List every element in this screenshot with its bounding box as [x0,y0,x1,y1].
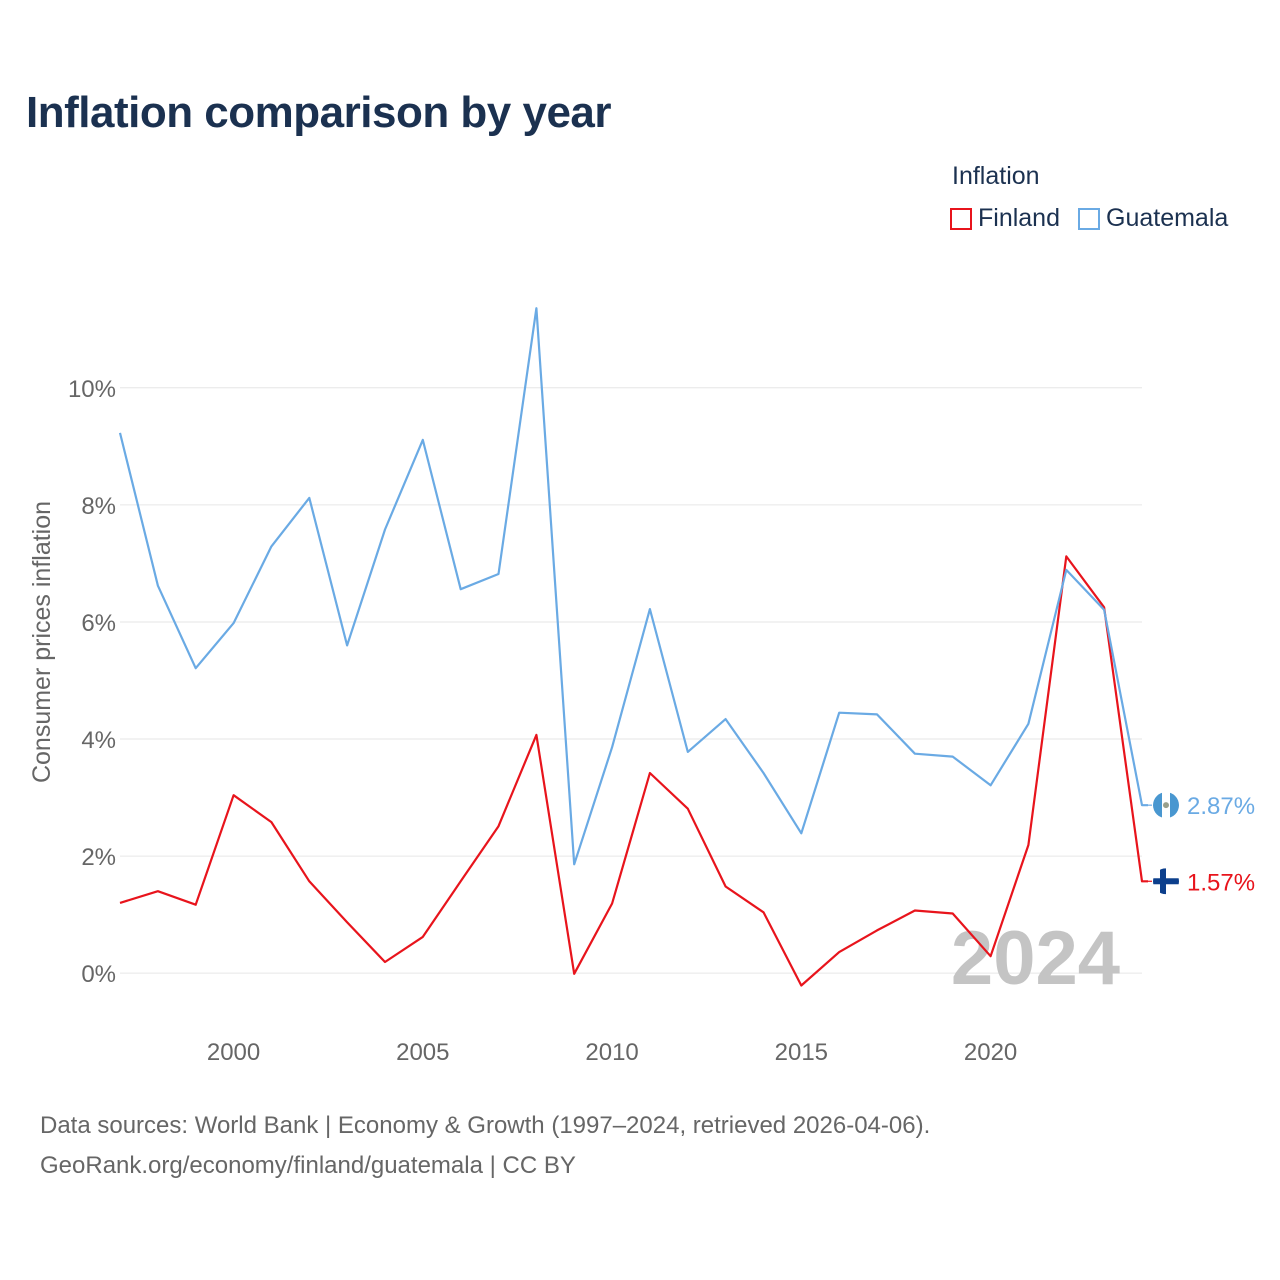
y-axis-ticks: 0% 2% 4% 6% 8% 10% [68,376,116,988]
finland-flag-icon [1153,868,1179,895]
y-tick-label: 8% [81,493,116,520]
data-sources: Data sources: World Bank | Economy & Gro… [40,1106,930,1186]
series-line-finland[interactable] [119,555,1148,987]
end-label-guatemala: 2.87% [1187,793,1255,820]
legend-swatch-guatemala [1078,207,1100,230]
x-axis-ticks: 2000 2005 2010 2015 2020 [207,1039,1017,1066]
legend-item-guatemala[interactable]: Guatemala [1078,204,1228,233]
legend-label-finland: Finland [978,204,1060,232]
grid-lines [120,387,1142,974]
end-label-finland: 1.57% [1187,869,1255,896]
chart-title: Inflation comparison by year [26,88,612,137]
series-group [118,307,1152,987]
sources-line-1: Data sources: World Bank | Economy & Gro… [40,1112,931,1139]
legend: Finland Guatemala [950,204,1246,233]
guatemala-flag-icon [1153,792,1179,819]
sources-line-2[interactable]: GeoRank.org/economy/finland/guatemala | … [40,1152,576,1179]
y-tick-label: 10% [68,376,116,403]
legend-swatch-finland [950,207,972,230]
x-tick-label: 2015 [775,1039,828,1066]
x-tick-label: 2000 [207,1039,260,1066]
y-tick-label: 0% [81,961,116,988]
year-watermark: 2024 [951,916,1120,1001]
x-tick-label: 2010 [585,1039,638,1066]
y-tick-label: 6% [81,610,116,637]
legend-title: Inflation [952,162,1040,190]
end-markers: 2.87% 1.57% [1153,792,1255,896]
x-tick-label: 2005 [396,1039,449,1066]
y-axis-label: Consumer prices inflation [28,501,56,783]
x-tick-label: 2020 [964,1039,1017,1066]
legend-item-finland[interactable]: Finland [950,204,1060,233]
series-line-guatemala[interactable] [118,307,1148,866]
legend-label-guatemala: Guatemala [1106,204,1229,232]
y-tick-label: 2% [81,844,116,871]
y-tick-label: 4% [81,727,116,754]
